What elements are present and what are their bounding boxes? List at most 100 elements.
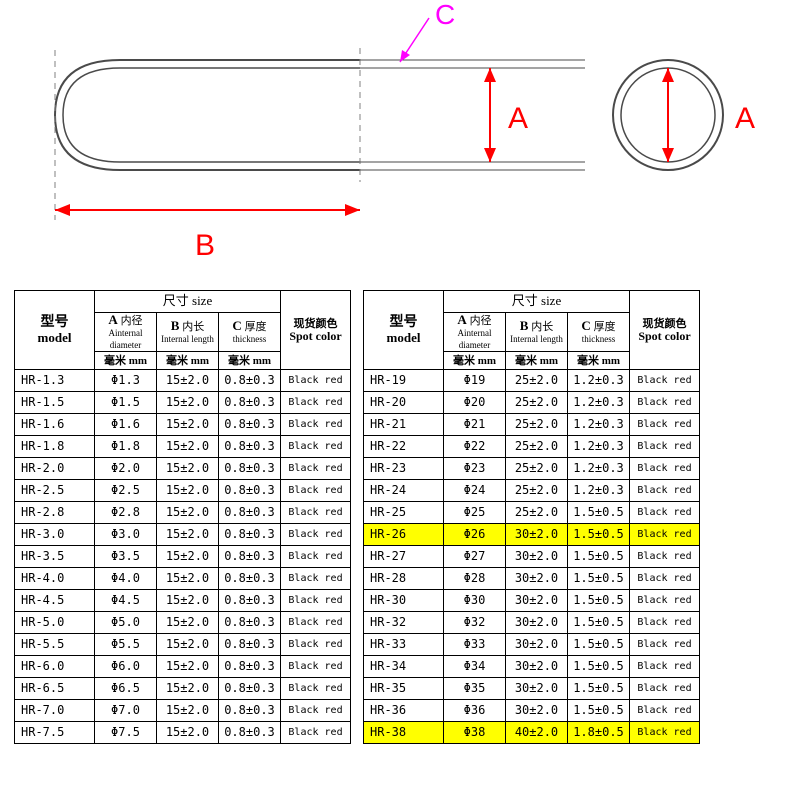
table-row: HR-5.0Φ5.015±2.00.8±0.3Black red xyxy=(15,612,351,634)
cell-A: Φ1.5 xyxy=(95,392,157,414)
table-row: HR-33Φ3330±2.01.5±0.5Black red xyxy=(364,634,700,656)
cell-model: HR-5.5 xyxy=(15,634,95,656)
cell-model: HR-6.5 xyxy=(15,678,95,700)
cell-spot: Black red xyxy=(281,656,351,678)
cell-spot: Black red xyxy=(281,700,351,722)
cell-B: 30±2.0 xyxy=(506,634,568,656)
table-row: HR-1.3Φ1.315±2.00.8±0.3Black red xyxy=(15,370,351,392)
table-row: HR-6.0Φ6.015±2.00.8±0.3Black red xyxy=(15,656,351,678)
cell-model: HR-21 xyxy=(364,414,444,436)
table-row: HR-1.8Φ1.815±2.00.8±0.3Black red xyxy=(15,436,351,458)
cell-A: Φ23 xyxy=(444,458,506,480)
cell-B: 15±2.0 xyxy=(157,634,219,656)
cell-A: Φ2.0 xyxy=(95,458,157,480)
cell-model: HR-7.0 xyxy=(15,700,95,722)
table-row: HR-5.5Φ5.515±2.00.8±0.3Black red xyxy=(15,634,351,656)
header-C: C 厚度thickness xyxy=(219,313,281,352)
cell-B: 30±2.0 xyxy=(506,590,568,612)
cell-B: 15±2.0 xyxy=(157,480,219,502)
cell-C: 0.8±0.3 xyxy=(219,634,281,656)
cell-B: 25±2.0 xyxy=(506,370,568,392)
cell-spot: Black red xyxy=(281,414,351,436)
header-mm-A: 毫米 mm xyxy=(444,352,506,370)
cell-C: 1.5±0.5 xyxy=(568,524,630,546)
cell-spot: Black red xyxy=(630,392,700,414)
header-spot: 现货颜色Spot color xyxy=(281,291,351,370)
cell-C: 0.8±0.3 xyxy=(219,480,281,502)
cell-model: HR-1.5 xyxy=(15,392,95,414)
cell-model: HR-4.5 xyxy=(15,590,95,612)
cell-C: 1.5±0.5 xyxy=(568,546,630,568)
cell-spot: Black red xyxy=(630,568,700,590)
cell-B: 15±2.0 xyxy=(157,612,219,634)
header-model: 型号model xyxy=(15,291,95,370)
cell-spot: Black red xyxy=(630,524,700,546)
cell-B: 25±2.0 xyxy=(506,502,568,524)
table-row: HR-27Φ2730±2.01.5±0.5Black red xyxy=(364,546,700,568)
cell-spot: Black red xyxy=(630,502,700,524)
cell-model: HR-6.0 xyxy=(15,656,95,678)
cell-model: HR-34 xyxy=(364,656,444,678)
size-table-left: 型号model尺寸 size现货颜色Spot colorA 内径Ainterna… xyxy=(14,290,351,744)
cell-A: Φ35 xyxy=(444,678,506,700)
header-mm-C: 毫米 mm xyxy=(219,352,281,370)
cell-B: 15±2.0 xyxy=(157,392,219,414)
cell-spot: Black red xyxy=(281,590,351,612)
cell-C: 1.2±0.3 xyxy=(568,458,630,480)
cell-C: 1.5±0.5 xyxy=(568,700,630,722)
cell-model: HR-22 xyxy=(364,436,444,458)
cell-B: 30±2.0 xyxy=(506,568,568,590)
cell-spot: Black red xyxy=(630,700,700,722)
cell-model: HR-26 xyxy=(364,524,444,546)
cell-model: HR-2.8 xyxy=(15,502,95,524)
cell-B: 30±2.0 xyxy=(506,524,568,546)
cell-B: 30±2.0 xyxy=(506,546,568,568)
cell-C: 0.8±0.3 xyxy=(219,546,281,568)
cell-C: 0.8±0.3 xyxy=(219,590,281,612)
cell-spot: Black red xyxy=(281,436,351,458)
cell-spot: Black red xyxy=(630,678,700,700)
cell-A: Φ25 xyxy=(444,502,506,524)
cell-B: 15±2.0 xyxy=(157,436,219,458)
cell-spot: Black red xyxy=(281,392,351,414)
cell-B: 15±2.0 xyxy=(157,590,219,612)
cell-spot: Black red xyxy=(630,414,700,436)
header-mm-C: 毫米 mm xyxy=(568,352,630,370)
header-size: 尺寸 size xyxy=(95,291,281,313)
cell-spot: Black red xyxy=(281,480,351,502)
cell-A: Φ24 xyxy=(444,480,506,502)
cell-C: 0.8±0.3 xyxy=(219,502,281,524)
cell-model: HR-35 xyxy=(364,678,444,700)
cell-A: Φ19 xyxy=(444,370,506,392)
cell-C: 0.8±0.3 xyxy=(219,436,281,458)
cell-A: Φ21 xyxy=(444,414,506,436)
cell-A: Φ27 xyxy=(444,546,506,568)
table-row: HR-20Φ2025±2.01.2±0.3Black red xyxy=(364,392,700,414)
cell-spot: Black red xyxy=(281,370,351,392)
cell-B: 30±2.0 xyxy=(506,678,568,700)
cell-spot: Black red xyxy=(281,634,351,656)
cell-model: HR-33 xyxy=(364,634,444,656)
cell-C: 0.8±0.3 xyxy=(219,722,281,744)
cell-A: Φ33 xyxy=(444,634,506,656)
cell-model: HR-28 xyxy=(364,568,444,590)
dimension-A-end: A xyxy=(662,68,755,162)
cell-C: 0.8±0.3 xyxy=(219,612,281,634)
cell-model: HR-2.5 xyxy=(15,480,95,502)
table-row: HR-26Φ2630±2.01.5±0.5Black red xyxy=(364,524,700,546)
cell-A: Φ28 xyxy=(444,568,506,590)
table-row: HR-7.0Φ7.015±2.00.8±0.3Black red xyxy=(15,700,351,722)
cell-spot: Black red xyxy=(281,612,351,634)
cell-A: Φ2.8 xyxy=(95,502,157,524)
dimension-B: B xyxy=(55,50,360,262)
table-row: HR-36Φ3630±2.01.5±0.5Black red xyxy=(364,700,700,722)
cell-model: HR-3.5 xyxy=(15,546,95,568)
cell-B: 15±2.0 xyxy=(157,524,219,546)
table-row: HR-38Φ3840±2.01.8±0.5Black red xyxy=(364,722,700,744)
table-row: HR-1.6Φ1.615±2.00.8±0.3Black red xyxy=(15,414,351,436)
cap-inner-outline xyxy=(63,68,360,162)
cell-model: HR-3.0 xyxy=(15,524,95,546)
cell-B: 15±2.0 xyxy=(157,568,219,590)
table-row: HR-35Φ3530±2.01.5±0.5Black red xyxy=(364,678,700,700)
cell-B: 40±2.0 xyxy=(506,722,568,744)
